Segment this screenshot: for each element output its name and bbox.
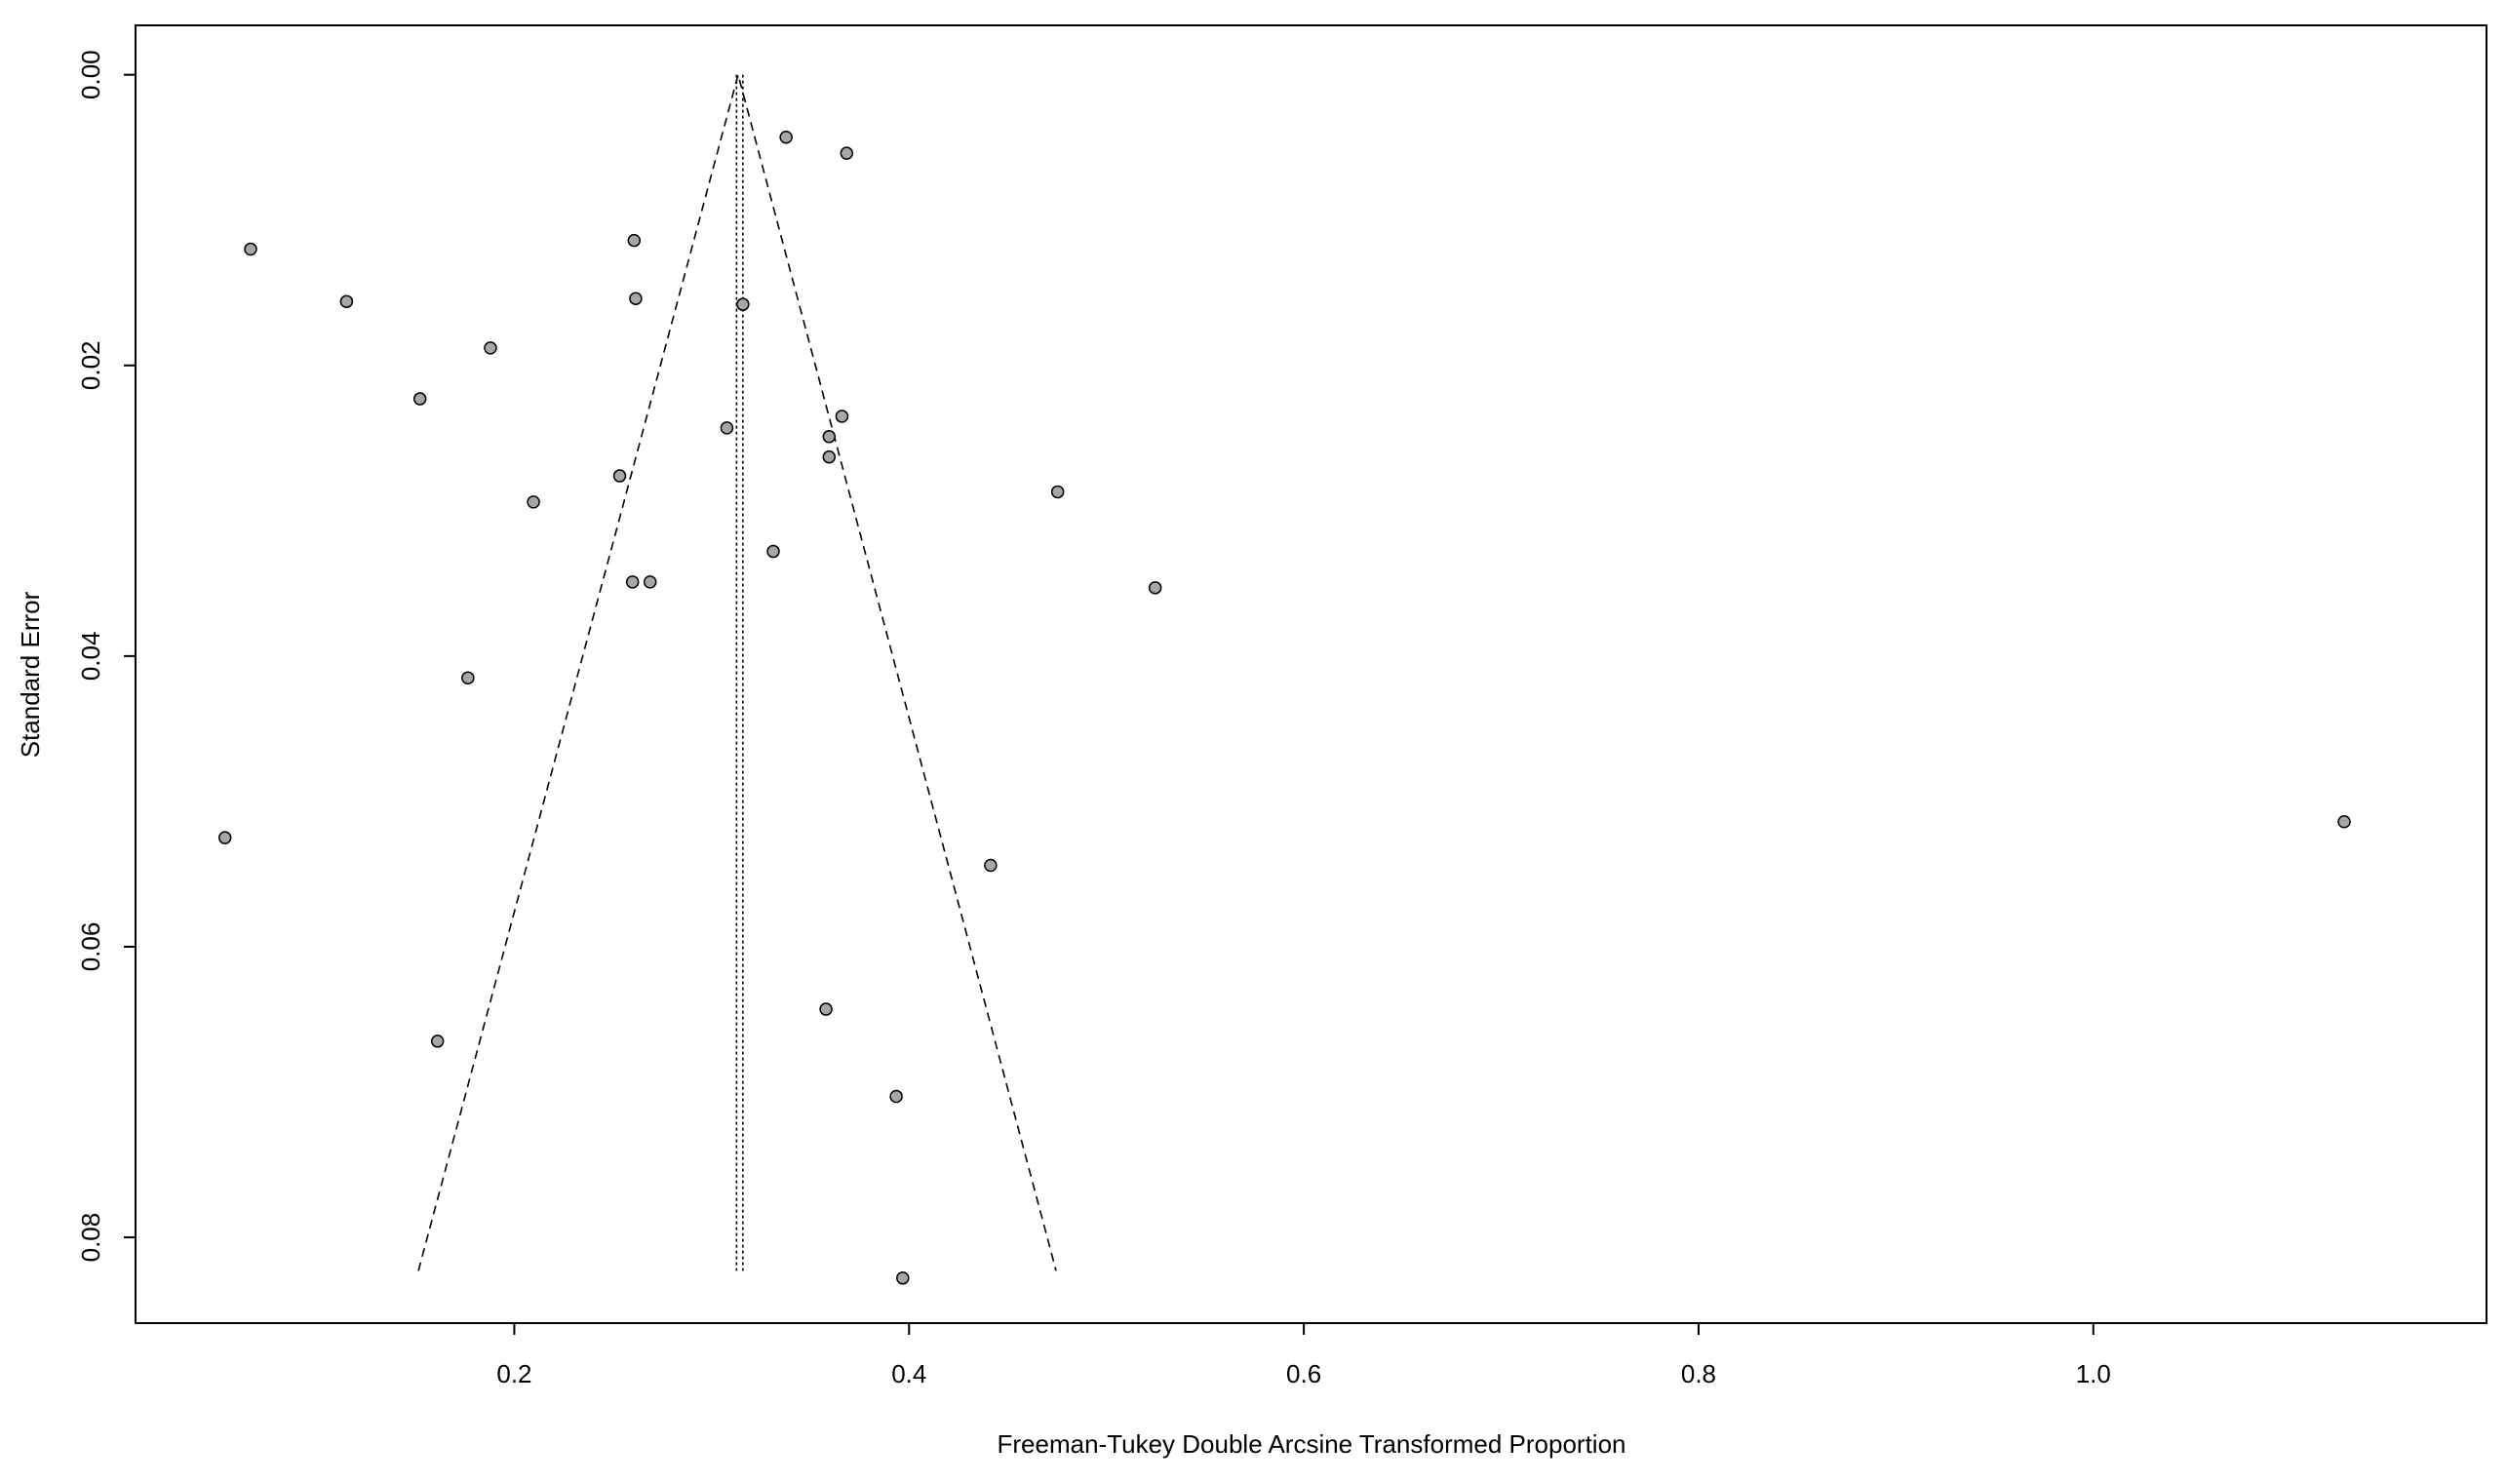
study-point [822, 430, 837, 444]
x-tick-label: 0.4 [891, 1359, 926, 1388]
study-point [244, 242, 257, 256]
plot-frame [135, 24, 2487, 1324]
study-point [896, 1271, 910, 1285]
x-tick-label: 1.0 [2076, 1359, 2111, 1388]
study-point [840, 146, 854, 160]
study-point [720, 421, 734, 435]
study-point [339, 294, 354, 308]
study-point [822, 449, 837, 464]
funnel-line [417, 71, 1057, 1271]
study-point [736, 297, 750, 311]
study-point [2337, 815, 2351, 829]
y-axis-title: Standard Error [16, 591, 45, 758]
study-point [625, 575, 640, 589]
study-point [217, 831, 232, 844]
study-point [643, 575, 657, 589]
y-tick-label: 0.00 [76, 50, 105, 99]
study-point [835, 410, 849, 423]
study-point [984, 858, 998, 873]
x-axis-title: Freeman-Tukey Double Arcsine Transformed… [998, 1429, 1626, 1459]
y-tick-label: 0.04 [76, 632, 105, 682]
study-point [779, 131, 793, 144]
study-point [1148, 581, 1162, 595]
y-tick-label: 0.06 [76, 922, 105, 972]
study-point [766, 544, 780, 559]
study-point [612, 469, 627, 483]
study-point [527, 495, 540, 509]
x-tick-label: 0.6 [1286, 1359, 1321, 1388]
x-tick-label: 0.8 [1681, 1359, 1716, 1388]
study-point [1050, 485, 1065, 499]
x-tick-label: 0.2 [496, 1359, 531, 1388]
study-point [412, 392, 427, 406]
study-point [627, 233, 642, 248]
study-point [484, 341, 497, 355]
study-point [889, 1089, 903, 1104]
y-tick-label: 0.02 [76, 340, 105, 390]
y-tick-label: 0.08 [76, 1213, 105, 1263]
study-point [629, 292, 643, 305]
study-point [461, 671, 475, 684]
study-point [430, 1035, 445, 1048]
study-point [819, 1002, 833, 1016]
